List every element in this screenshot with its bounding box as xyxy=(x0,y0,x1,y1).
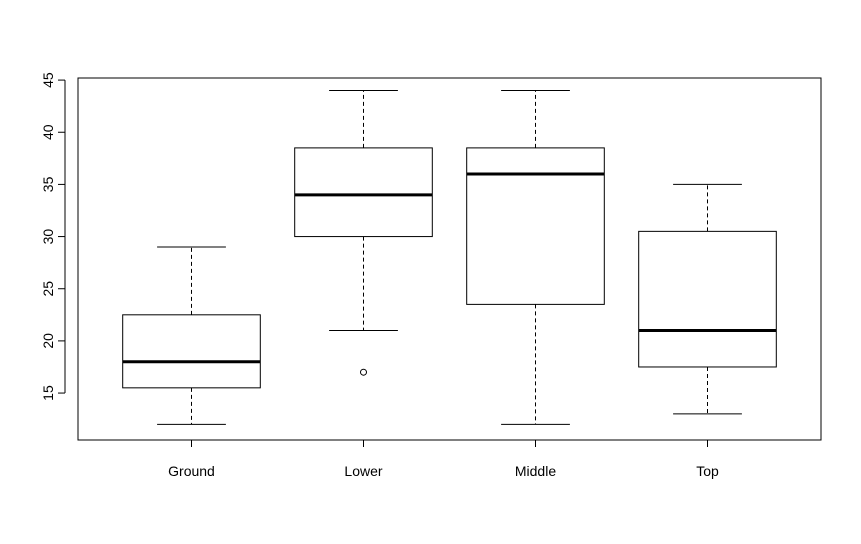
x-tick-label: Middle xyxy=(515,463,556,479)
box-series xyxy=(122,90,777,425)
iqr-box xyxy=(466,147,605,305)
y-tick-label: 20 xyxy=(40,333,56,349)
iqr-box xyxy=(294,147,433,238)
y-tick-label: 40 xyxy=(40,124,56,140)
x-tick-label: Top xyxy=(696,463,719,479)
y-tick-label: 25 xyxy=(40,281,56,297)
box-middle xyxy=(466,90,605,425)
iqr-box xyxy=(638,230,777,368)
x-tick-label: Lower xyxy=(344,463,382,479)
x-axis: Ground Lower Middle Top xyxy=(168,439,719,479)
x-tick-label: Ground xyxy=(168,463,215,479)
y-axis: 15 20 25 30 35 40 45 xyxy=(40,72,66,401)
box-lower xyxy=(294,90,433,376)
outlier-point xyxy=(360,368,367,376)
y-tick-label: 45 xyxy=(40,72,56,88)
iqr-box xyxy=(122,314,261,389)
box-ground xyxy=(122,246,261,425)
y-tick-label: 35 xyxy=(40,176,56,192)
y-tick-label: 30 xyxy=(40,229,56,245)
box-top xyxy=(638,183,777,415)
y-tick-label: 15 xyxy=(40,385,56,401)
